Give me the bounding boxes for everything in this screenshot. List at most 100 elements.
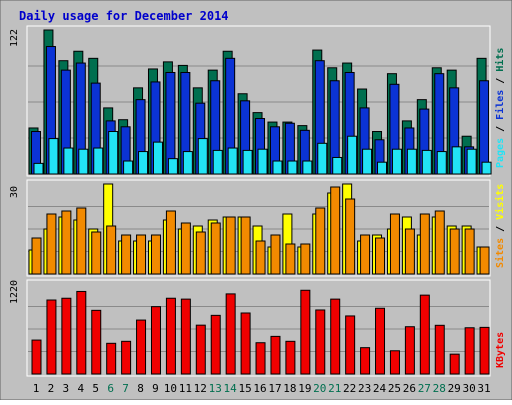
bar-kbytes xyxy=(419,294,430,375)
x-tick-label: 13 xyxy=(209,382,222,395)
bar-sites xyxy=(61,210,72,275)
bar-pages xyxy=(93,147,104,175)
x-tick-label: 28 xyxy=(433,382,446,395)
x-tick-label: 16 xyxy=(253,382,266,395)
bar-sites xyxy=(434,210,445,275)
bar-pages xyxy=(197,138,208,175)
bar-pages xyxy=(451,146,462,175)
bar-sites xyxy=(404,228,415,275)
chart-title: Daily usage for December 2014 xyxy=(19,9,229,23)
y-max-label: 1220 xyxy=(9,280,20,304)
bar-sites xyxy=(106,225,117,275)
bar-kbytes xyxy=(255,342,266,375)
x-tick-label: 2 xyxy=(48,382,55,395)
bar-sites xyxy=(345,198,356,275)
bar-sites xyxy=(165,210,176,275)
bar-pages xyxy=(391,148,402,175)
bar-kbytes xyxy=(330,298,341,375)
panel-frame xyxy=(26,179,491,277)
bar-kbytes xyxy=(136,319,147,375)
x-tick-label: 5 xyxy=(92,382,99,395)
x-tick-label: 23 xyxy=(358,382,371,395)
x-tick-label: 8 xyxy=(137,382,144,395)
series-sites xyxy=(31,186,490,275)
x-tick-label: 17 xyxy=(268,382,281,395)
bar-kbytes xyxy=(434,324,445,375)
bar-pages xyxy=(272,160,283,175)
x-tick-label: 9 xyxy=(152,382,159,395)
x-tick-label: 29 xyxy=(448,382,461,395)
legend-separator: / xyxy=(495,72,506,90)
bar-kbytes xyxy=(225,293,236,375)
legend-separator: / xyxy=(495,220,506,238)
bar-pages xyxy=(182,151,193,175)
bar-kbytes xyxy=(285,340,296,375)
bar-kbytes xyxy=(449,353,460,375)
bar-kbytes xyxy=(91,309,102,375)
panels-layer: 122 Pages / Files / Hits 30 Sites / Visits 1… xyxy=(9,25,506,377)
panel-visits-sites: 30 Sites / Visits xyxy=(9,179,506,277)
bar-pages xyxy=(212,149,223,175)
legend-separator: / xyxy=(495,120,506,138)
bar-kbytes xyxy=(46,299,57,375)
bar-pages xyxy=(108,131,119,175)
bar-pages xyxy=(377,161,388,175)
bar-sites xyxy=(419,213,430,275)
right-legend-text: Pages / Files / Hits xyxy=(494,48,506,168)
bar-sites xyxy=(300,243,311,275)
bar-sites xyxy=(285,243,296,275)
x-tick-label: 27 xyxy=(418,382,431,395)
bar-sites xyxy=(76,207,87,275)
bar-kbytes xyxy=(345,315,356,375)
bar-pages xyxy=(421,149,432,175)
x-tick-label: 18 xyxy=(283,382,296,395)
x-tick-label: 10 xyxy=(164,382,177,395)
x-tick-label: 1 xyxy=(33,382,40,395)
y-max-label: 30 xyxy=(9,186,20,198)
x-tick-label: 24 xyxy=(373,382,387,395)
x-tick-label: 7 xyxy=(122,382,129,395)
bar-pages xyxy=(317,142,328,175)
bar-pages xyxy=(481,161,492,175)
bar-pages xyxy=(242,149,253,175)
bar-sites xyxy=(210,222,221,275)
legend-label-pages: Pages xyxy=(495,138,506,168)
bar-kbytes xyxy=(76,290,87,375)
series-pages xyxy=(33,131,492,175)
x-tick-label: 25 xyxy=(388,382,401,395)
bar-sites xyxy=(121,234,132,275)
bar-kbytes xyxy=(180,298,191,375)
legend-label-visits: Visits xyxy=(494,184,506,220)
bar-sites xyxy=(270,234,281,275)
bar-pages xyxy=(332,156,343,175)
x-tick-label: 6 xyxy=(107,382,114,395)
legend-label-files: Files xyxy=(494,90,506,120)
bar-pages xyxy=(406,148,417,175)
panel-frame xyxy=(26,25,491,177)
bar-sites xyxy=(464,228,475,275)
bar-kbytes xyxy=(165,297,176,375)
x-tick-label: 21 xyxy=(328,382,341,395)
legend-label-sites: Sites xyxy=(494,238,506,268)
panel-frame xyxy=(26,279,491,377)
bar-pages xyxy=(227,147,238,175)
bar-sites xyxy=(195,231,206,275)
bar-pages xyxy=(138,151,149,175)
bar-sites xyxy=(136,234,147,275)
bar-kbytes xyxy=(375,307,386,375)
right-legend-text: Sites / Visits xyxy=(494,184,506,268)
bar-sites xyxy=(449,228,460,275)
bar-sites xyxy=(375,237,386,275)
x-tick-label: 31 xyxy=(477,382,490,395)
bar-pages xyxy=(257,148,268,175)
bar-kbytes xyxy=(61,297,72,375)
legend-label-kbytes: KBytes xyxy=(495,332,506,368)
bar-kbytes xyxy=(106,342,117,375)
panel-kbytes: 1220 KBytes xyxy=(9,279,506,377)
x-axis-labels: 1 2 3 4 5 6 7 8 9 10 11 12 13 14 15 16 17 18 19 20 21 22 23 24 2… xyxy=(33,382,491,395)
bar-pages xyxy=(167,158,178,175)
bar-sites xyxy=(150,234,161,275)
bar-pages xyxy=(287,160,298,175)
legend-label-hits: Hits xyxy=(494,48,506,72)
